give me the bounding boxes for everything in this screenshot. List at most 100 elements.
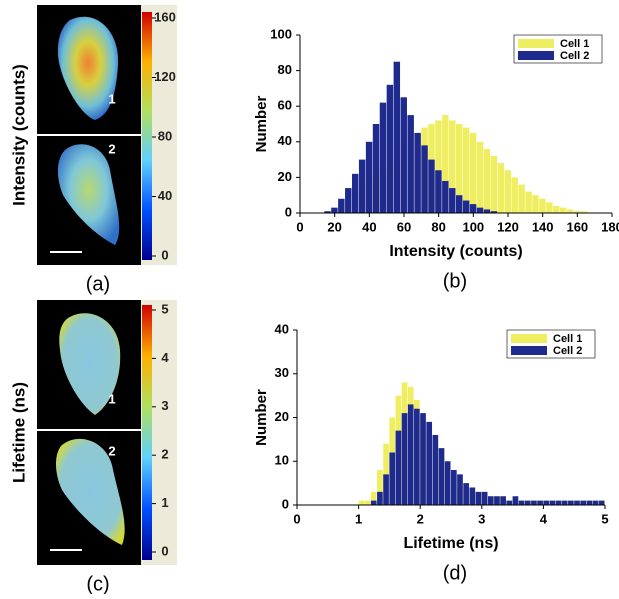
bar bbox=[574, 500, 580, 505]
x-tick-label: 4 bbox=[540, 511, 548, 526]
bar bbox=[462, 127, 470, 213]
x-tick-label: 0 bbox=[296, 219, 303, 234]
bar bbox=[592, 500, 599, 505]
colorbar-tick-label: 1 bbox=[161, 495, 168, 510]
bar bbox=[449, 120, 456, 213]
bar bbox=[457, 474, 463, 505]
bar bbox=[345, 188, 352, 213]
bar bbox=[370, 500, 377, 505]
y-tick-label: 20 bbox=[278, 169, 292, 184]
y-tick-label: 0 bbox=[285, 204, 292, 219]
colorbar-tick-label: 0 bbox=[161, 543, 168, 558]
bar bbox=[352, 173, 359, 213]
bar bbox=[469, 204, 477, 213]
bar bbox=[365, 141, 373, 213]
y-tick-label: 30 bbox=[275, 365, 289, 380]
bar bbox=[426, 421, 433, 505]
legend-label: Cell 2 bbox=[553, 345, 582, 357]
bar bbox=[490, 156, 498, 213]
x-tick-label: 100 bbox=[462, 219, 484, 234]
bar bbox=[469, 132, 477, 213]
image-c bbox=[37, 300, 177, 565]
bar bbox=[469, 487, 476, 505]
y-axis-title: Number bbox=[253, 96, 270, 153]
bar bbox=[324, 211, 331, 213]
y-tick-label: 60 bbox=[278, 98, 292, 113]
y-axis-title: Number bbox=[253, 389, 270, 446]
bar bbox=[389, 452, 396, 505]
bar bbox=[435, 170, 442, 213]
bar bbox=[463, 483, 469, 505]
bar bbox=[487, 496, 494, 505]
y-tick-label: 100 bbox=[270, 26, 292, 41]
bar bbox=[456, 124, 463, 213]
bar bbox=[504, 170, 511, 213]
x-tick-label: 80 bbox=[431, 219, 445, 234]
legend-label: Cell 1 bbox=[560, 38, 589, 50]
legend-swatch bbox=[518, 51, 554, 60]
bar bbox=[379, 102, 387, 213]
bar bbox=[512, 496, 519, 505]
axis-label: Lifetime (ns) bbox=[9, 382, 28, 483]
y-tick-label: 40 bbox=[275, 321, 289, 336]
x-tick-label: 40 bbox=[362, 219, 376, 234]
bar bbox=[518, 184, 525, 213]
cell-label: 1 bbox=[108, 91, 115, 106]
bar bbox=[537, 500, 543, 505]
colorbar-tick-label: 120 bbox=[154, 69, 176, 84]
bar bbox=[553, 205, 560, 213]
legend-swatch bbox=[518, 39, 554, 48]
bar bbox=[395, 430, 402, 505]
panel-label: (a) bbox=[86, 273, 110, 295]
panel-label: (c) bbox=[86, 573, 109, 594]
bar bbox=[442, 180, 449, 213]
bar bbox=[442, 115, 449, 213]
bar bbox=[476, 141, 484, 213]
bar bbox=[476, 207, 484, 213]
bar bbox=[386, 84, 394, 213]
bar bbox=[511, 177, 518, 213]
bar bbox=[598, 500, 605, 505]
bar bbox=[483, 148, 491, 213]
colorbar-tick-label: 0 bbox=[161, 247, 168, 262]
bar bbox=[414, 408, 420, 505]
bar bbox=[549, 500, 556, 505]
y-tick-label: 40 bbox=[278, 133, 292, 148]
y-tick-label: 20 bbox=[275, 409, 289, 424]
bar bbox=[555, 500, 562, 505]
bar bbox=[497, 163, 505, 213]
bar bbox=[407, 404, 414, 505]
bar bbox=[586, 500, 593, 505]
bar bbox=[401, 413, 408, 505]
bar bbox=[358, 500, 365, 505]
bar bbox=[331, 207, 338, 213]
colorbar-tick-label: 40 bbox=[158, 188, 172, 203]
y-tick-label: 10 bbox=[275, 453, 289, 468]
bar bbox=[462, 200, 470, 213]
bar bbox=[435, 120, 442, 213]
image-a bbox=[37, 5, 177, 265]
bar bbox=[531, 500, 537, 505]
x-tick-label: 3 bbox=[478, 511, 485, 526]
bar bbox=[449, 188, 456, 213]
x-tick-label: 1 bbox=[355, 511, 362, 526]
bar bbox=[573, 211, 581, 213]
x-axis-title: Lifetime (ns) bbox=[403, 535, 498, 552]
bar bbox=[372, 124, 380, 213]
panel-label: (b) bbox=[443, 270, 467, 292]
bar bbox=[428, 159, 435, 213]
bar bbox=[518, 500, 525, 505]
colorbar-tick-label: 4 bbox=[161, 350, 169, 365]
bar bbox=[414, 132, 421, 213]
legend-swatch bbox=[511, 346, 547, 355]
x-axis-title: Intensity (counts) bbox=[389, 243, 522, 260]
bar bbox=[438, 448, 445, 505]
x-tick-label: 140 bbox=[532, 219, 554, 234]
bar bbox=[456, 195, 463, 213]
bar bbox=[580, 500, 587, 505]
x-tick-label: 5 bbox=[601, 511, 608, 526]
colorbar-tick-label: 3 bbox=[161, 398, 168, 413]
bar bbox=[525, 191, 532, 213]
bar bbox=[393, 61, 401, 214]
